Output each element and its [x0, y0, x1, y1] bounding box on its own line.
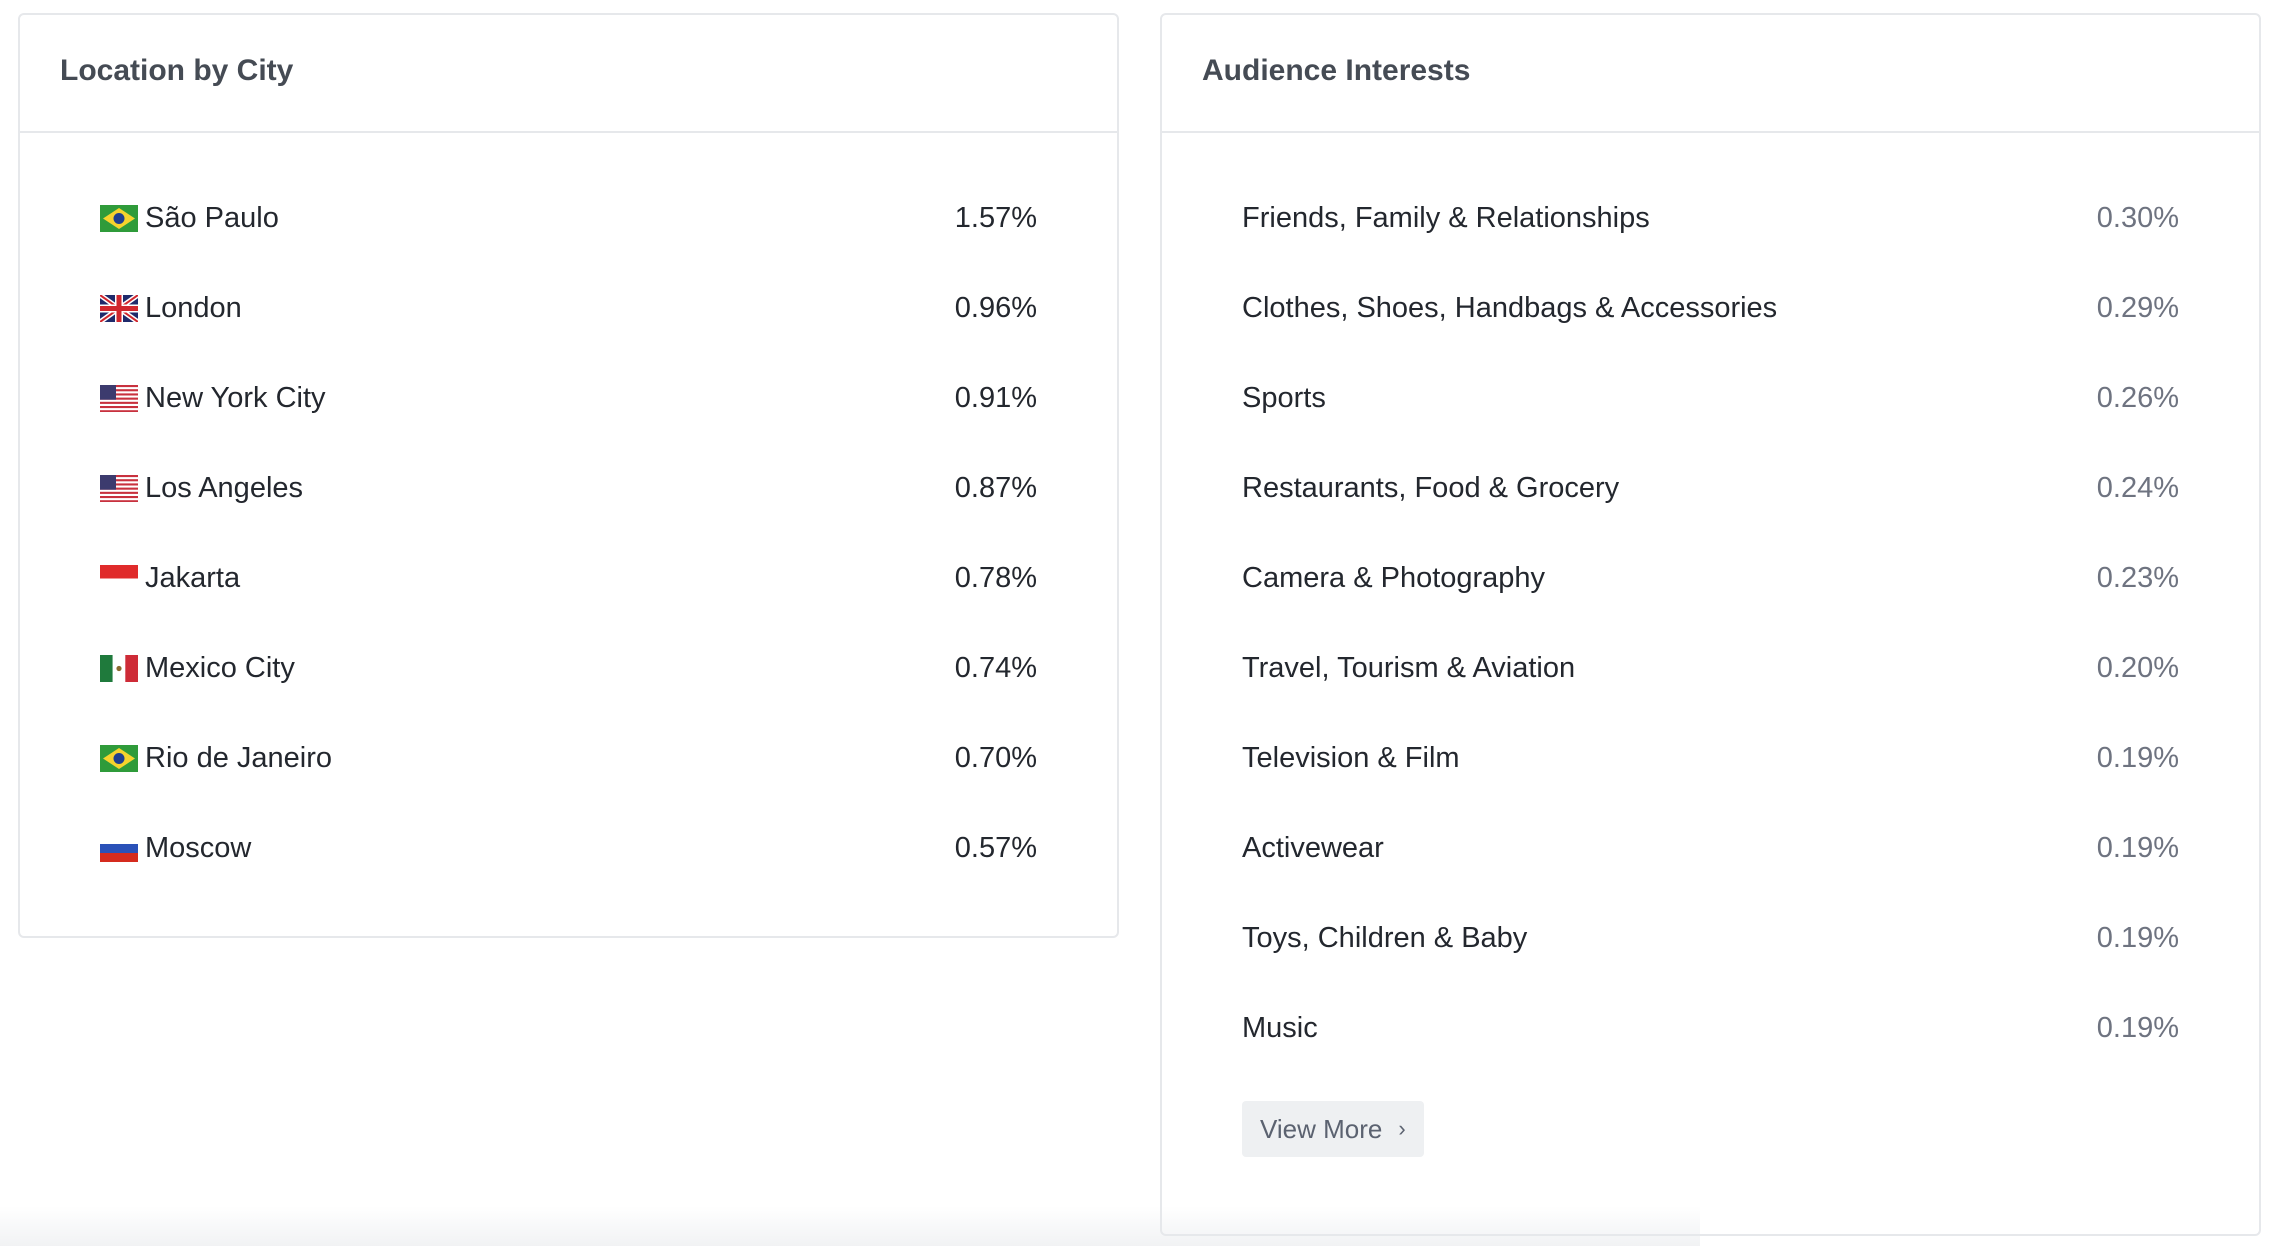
- chevron-right-icon: ›: [1398, 1116, 1406, 1141]
- city-percentage: 0.96%: [954, 291, 1037, 324]
- list-item: Friends, Family & Relationships 0.30%: [1242, 173, 2179, 263]
- list-item: Los Angeles 0.87%: [100, 443, 1037, 533]
- interest-label: Television & Film: [1242, 741, 1460, 774]
- city-percentage: 0.74%: [954, 651, 1037, 684]
- list-item: Activewear 0.19%: [1242, 803, 2179, 893]
- russia-flag-icon: [100, 834, 138, 862]
- list-item: Music 0.19%: [1242, 983, 2179, 1073]
- list-item: Jakarta 0.78%: [100, 533, 1037, 623]
- interest-label: Clothes, Shoes, Handbags & Accessories: [1242, 291, 1778, 324]
- interest-percentage: 0.19%: [2096, 741, 2179, 774]
- interest-percentage: 0.26%: [2096, 381, 2179, 414]
- list-item: Toys, Children & Baby 0.19%: [1242, 893, 2179, 983]
- city-percentage: 0.91%: [954, 381, 1037, 414]
- view-more-label: View More: [1260, 1113, 1383, 1144]
- interest-label: Activewear: [1242, 831, 1384, 864]
- brazil-flag-icon: [100, 744, 138, 772]
- list-item: Clothes, Shoes, Handbags & Accessories 0…: [1242, 263, 2179, 353]
- city-percentage: 0.87%: [954, 471, 1037, 504]
- city-name: Rio de Janeiro: [145, 741, 332, 774]
- city-name: Los Angeles: [145, 471, 304, 504]
- city-name: Jakarta: [145, 561, 241, 594]
- audience-interests-card: Audience Interests Friends, Family & Rel…: [1160, 13, 2261, 1236]
- list-item: Rio de Janeiro 0.70%: [100, 713, 1037, 803]
- interest-list: Friends, Family & Relationships 0.30% Cl…: [1162, 133, 2259, 1157]
- list-item: Mexico City 0.74%: [100, 623, 1037, 713]
- list-item: Moscow 0.57%: [100, 803, 1037, 893]
- list-item: Restaurants, Food & Grocery 0.24%: [1242, 443, 2179, 533]
- city-percentage: 0.70%: [954, 741, 1037, 774]
- interest-percentage: 0.24%: [2096, 471, 2179, 504]
- list-item: London 0.96%: [100, 263, 1037, 353]
- city-name: Moscow: [145, 831, 252, 864]
- interest-percentage: 0.20%: [2096, 651, 2179, 684]
- interest-percentage: 0.23%: [2096, 561, 2179, 594]
- mexico-flag-icon: [100, 654, 138, 682]
- card-title: Location by City: [60, 54, 294, 87]
- city-name: New York City: [145, 381, 326, 414]
- interest-label: Music: [1242, 1011, 1318, 1044]
- interest-label: Friends, Family & Relationships: [1242, 201, 1650, 234]
- list-item: Television & Film 0.19%: [1242, 713, 2179, 803]
- interest-percentage: 0.19%: [2096, 1011, 2179, 1044]
- card-header: Location by City: [20, 15, 1117, 133]
- usa-flag-icon: [100, 384, 138, 412]
- list-item: Camera & Photography 0.23%: [1242, 533, 2179, 623]
- view-more-button[interactable]: View More ›: [1242, 1101, 1424, 1157]
- city-percentage: 1.57%: [954, 201, 1037, 234]
- card-header: Audience Interests: [1162, 15, 2259, 133]
- interest-label: Sports: [1242, 381, 1326, 414]
- interest-label: Restaurants, Food & Grocery: [1242, 471, 1620, 504]
- list-item: Travel, Tourism & Aviation 0.20%: [1242, 623, 2179, 713]
- city-name: London: [145, 291, 242, 324]
- list-item: New York City 0.91%: [100, 353, 1037, 443]
- city-percentage: 0.78%: [954, 561, 1037, 594]
- interest-label: Travel, Tourism & Aviation: [1242, 651, 1576, 684]
- brazil-flag-icon: [100, 204, 138, 232]
- list-item: São Paulo 1.57%: [100, 173, 1037, 263]
- card-title: Audience Interests: [1202, 54, 1471, 87]
- interest-percentage: 0.19%: [2096, 921, 2179, 954]
- interest-percentage: 0.29%: [2096, 291, 2179, 324]
- city-list: São Paulo 1.57% London 0.96% New York Ci…: [20, 133, 1117, 893]
- location-by-city-card: Location by City São Paulo 1.57% London …: [18, 13, 1119, 938]
- interest-percentage: 0.30%: [2096, 201, 2179, 234]
- usa-flag-icon: [100, 474, 138, 502]
- list-item: Sports 0.26%: [1242, 353, 2179, 443]
- interest-percentage: 0.19%: [2096, 831, 2179, 864]
- uk-flag-icon: [100, 294, 138, 322]
- interest-label: Toys, Children & Baby: [1242, 921, 1528, 954]
- city-percentage: 0.57%: [954, 831, 1037, 864]
- city-name: São Paulo: [145, 201, 279, 234]
- indonesia-flag-icon: [100, 564, 138, 592]
- interest-label: Camera & Photography: [1242, 561, 1546, 594]
- city-name: Mexico City: [145, 651, 295, 684]
